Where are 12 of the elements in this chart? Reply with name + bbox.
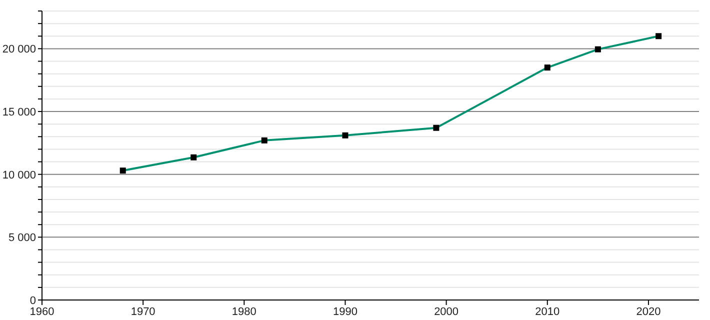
y-tick-label: 10 000	[2, 169, 36, 182]
y-tick-label: 20 000	[2, 44, 36, 56]
x-tick-label: 1990	[332, 306, 358, 318]
x-tick-label: 1970	[130, 306, 156, 318]
y-tick-label: 15 000	[2, 106, 36, 119]
x-tick-label: 2020	[636, 306, 661, 318]
x-tick-label: 2010	[535, 306, 560, 318]
x-tick-label: 1980	[232, 306, 256, 318]
x-tick-label: 1960	[30, 306, 54, 318]
y-tick-label: 0	[30, 295, 36, 307]
x-tick-label: 2000	[434, 306, 459, 318]
y-tick-label: 5 000	[8, 232, 36, 244]
